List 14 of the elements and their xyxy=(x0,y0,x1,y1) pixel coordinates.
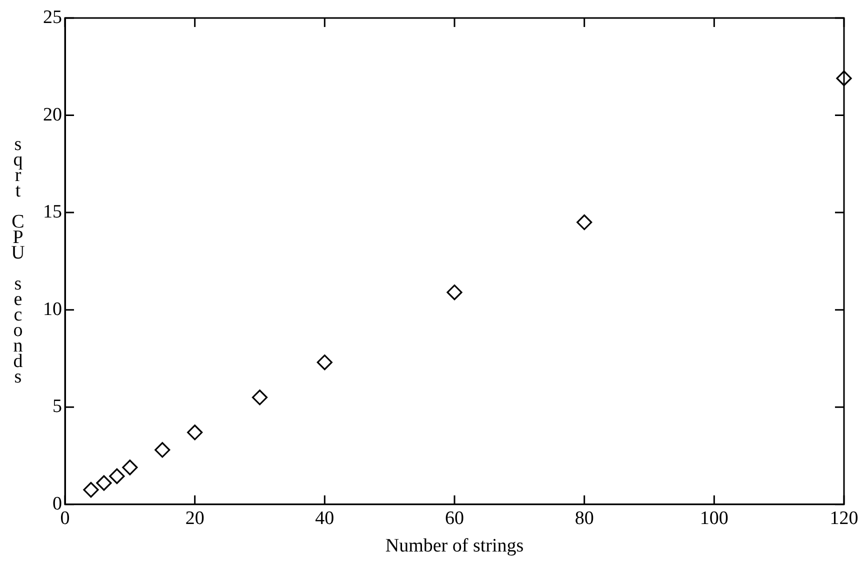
y-tick-label: 5 xyxy=(52,396,62,418)
y-tick-label: 20 xyxy=(43,104,62,126)
y-tick-label: 0 xyxy=(52,493,62,514)
y-tick-label: 10 xyxy=(43,298,62,320)
x-tick-label: 100 xyxy=(700,508,728,529)
x-tick-label: 40 xyxy=(315,508,334,529)
x-axis-title: Number of strings xyxy=(385,536,524,557)
y-tick-label: 25 xyxy=(43,6,62,28)
x-tick-label: 20 xyxy=(185,508,204,529)
x-tick-label: 60 xyxy=(445,508,464,529)
text: sqrt CPU seconds xyxy=(11,134,25,388)
y-tick-label: 15 xyxy=(43,202,62,223)
x-tick-label: 80 xyxy=(574,508,594,529)
x-tick-label: 120 xyxy=(830,508,858,529)
